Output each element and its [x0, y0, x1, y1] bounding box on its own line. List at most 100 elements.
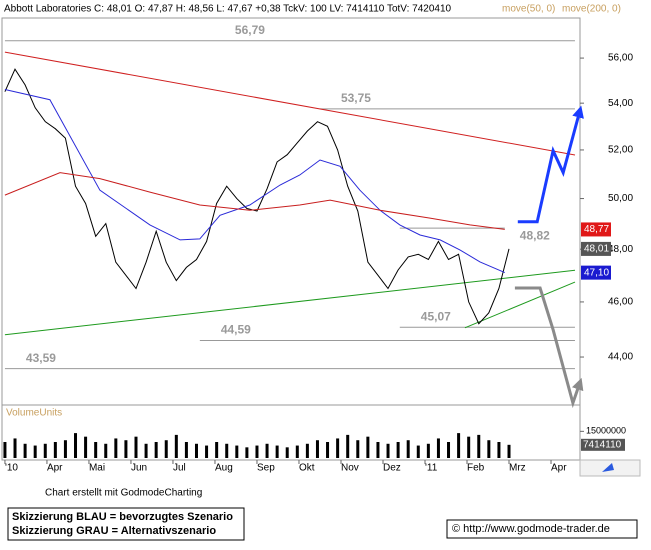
x-tick-label: Dez	[383, 463, 401, 474]
y-tick-label: 44,00	[608, 352, 633, 363]
chart-title: Abbott Laboratories C: 48,01 O: 47,87 H:…	[4, 4, 452, 15]
volume-bar	[487, 440, 491, 458]
volume-bar	[265, 443, 269, 458]
legend-ma50: move(50, 0)	[502, 4, 555, 15]
volume-bar	[326, 442, 330, 458]
level-label: 45,07	[421, 309, 451, 323]
volume-bar	[366, 436, 370, 458]
volume-bar	[255, 445, 259, 458]
volume-bar	[416, 445, 420, 458]
volume-bar	[104, 443, 108, 458]
volume-bar	[436, 438, 440, 458]
scenario-blue: Skizzierung BLAU = bevorzugtes Szenario	[12, 511, 233, 523]
volume-bar	[447, 442, 451, 458]
x-tick-label: Jul	[173, 463, 186, 474]
volume-bar	[194, 443, 198, 458]
volume-bar	[235, 445, 239, 458]
level-label: 53,75	[341, 91, 371, 105]
trendline	[4, 269, 576, 336]
volume-bar	[225, 443, 229, 458]
volume-bar	[84, 436, 88, 458]
volume-bar	[346, 434, 350, 458]
volume-bar	[275, 445, 279, 458]
price-tag	[581, 241, 611, 256]
copyright: © http://www.godmode-trader.de	[452, 523, 610, 535]
volume-bar	[114, 438, 118, 458]
x-tick-label: Apr	[551, 463, 567, 474]
volume-bar	[124, 440, 128, 458]
volume-bar	[33, 445, 37, 458]
volume-bar	[386, 443, 390, 458]
volume-bar	[315, 440, 319, 458]
y-tick-label: 56,00	[608, 53, 633, 64]
volume-bar	[245, 447, 249, 458]
price-line	[4, 68, 510, 325]
volume-bar	[134, 436, 138, 458]
volume-bar	[507, 444, 511, 458]
y-tick-label: 46,00	[608, 297, 633, 308]
y-tick-label: 48,00	[608, 244, 633, 255]
price-tag-label: 47,10	[584, 267, 609, 278]
scenario-path	[514, 286, 584, 409]
volume-bar	[497, 442, 501, 458]
volume-bar	[74, 433, 78, 458]
volume-bar	[426, 443, 430, 458]
volume-bar	[406, 440, 410, 458]
volume-bar	[94, 442, 98, 458]
volume-bar	[477, 434, 481, 458]
x-tick-label: Aug	[215, 463, 233, 474]
volume-bar	[336, 438, 340, 458]
volume-tag	[581, 438, 625, 451]
price-tag	[581, 265, 611, 280]
legend-ma200: move(200, 0)	[562, 4, 621, 15]
price-tag-label: 48,01	[584, 244, 609, 255]
x-tick-label: Jun	[131, 463, 147, 474]
moving-average	[4, 89, 505, 274]
price-tag	[581, 222, 611, 237]
volume-bar	[53, 442, 57, 458]
scenario-path	[517, 105, 584, 224]
volume-bar	[63, 440, 67, 458]
volume-bar	[144, 443, 148, 458]
level-label: 44,59	[221, 323, 251, 337]
volume-tick-label: 15000000	[586, 426, 626, 436]
volume-bar	[184, 442, 188, 458]
x-tick-label: Feb	[467, 463, 485, 474]
volume-bar	[305, 443, 309, 458]
volume-label: VolumeUnits	[6, 408, 62, 419]
volume-bar	[215, 442, 219, 458]
legend-box	[7, 507, 245, 541]
y-tick-label: 50,00	[608, 193, 633, 204]
tool-icon	[602, 463, 614, 472]
volume-bar	[23, 443, 27, 458]
credit: Chart erstellt mit GodmodeCharting	[45, 488, 202, 499]
x-tick-label: Sep	[257, 463, 275, 474]
plot-frame	[1, 17, 581, 406]
volume-bar	[205, 445, 209, 458]
volume-bar	[356, 440, 360, 458]
volume-bar	[164, 440, 168, 458]
y-tick-label: 54,00	[608, 98, 633, 109]
volume-tag-label: 7414110	[583, 439, 622, 450]
volume-bar	[154, 442, 158, 458]
level-label: 48,82	[520, 228, 550, 242]
volume-bar	[285, 447, 289, 458]
moving-average	[4, 172, 505, 230]
level-label: 56,79	[235, 23, 265, 37]
y-tick-label: 52,00	[608, 145, 633, 156]
x-tick-label: Mai	[89, 463, 105, 474]
volume-bar	[295, 445, 299, 458]
volume-bar	[43, 443, 47, 458]
copyright-box	[446, 519, 638, 539]
volume-bar	[3, 442, 7, 458]
volume-frame	[1, 404, 581, 461]
x-tick-label: Mrz	[509, 463, 526, 474]
volume-bar	[13, 438, 17, 458]
trendline	[4, 51, 576, 156]
price-tag-label: 48,77	[584, 224, 609, 235]
volume-bar	[457, 433, 461, 458]
volume-bar	[174, 434, 178, 458]
volume-bar	[396, 442, 400, 458]
x-tick-label: Nov	[341, 463, 359, 474]
